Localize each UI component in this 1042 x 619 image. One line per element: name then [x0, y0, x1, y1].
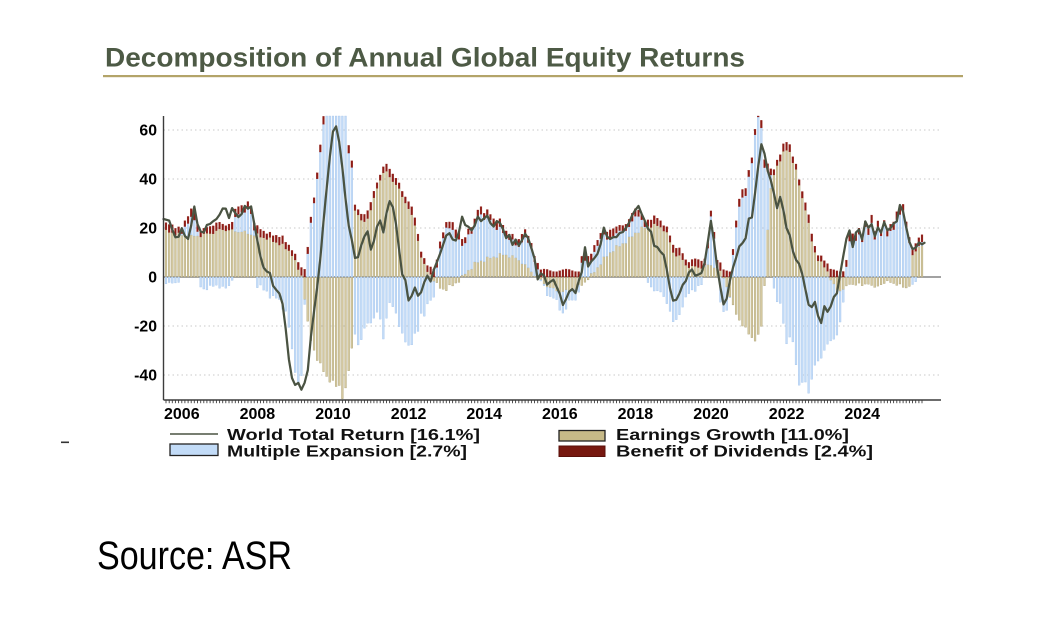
svg-text:2024: 2024	[844, 406, 880, 423]
svg-text:40: 40	[139, 172, 157, 189]
svg-text:2006: 2006	[164, 406, 200, 423]
svg-text:2010: 2010	[315, 406, 351, 423]
svg-text:Source: ASR: Source: ASR	[97, 534, 292, 578]
svg-text:World Total Return [16.1%]: World Total Return [16.1%]	[227, 427, 480, 444]
svg-text:Benefit of Dividends [2.4%]: Benefit of Dividends [2.4%]	[616, 444, 873, 461]
svg-text:2022: 2022	[769, 406, 805, 423]
svg-text:2020: 2020	[693, 406, 729, 423]
svg-text:2018: 2018	[618, 406, 654, 423]
svg-text:2016: 2016	[542, 406, 578, 423]
svg-text:-40: -40	[134, 368, 157, 385]
svg-text:-20: -20	[134, 319, 157, 336]
svg-text:60: 60	[139, 123, 157, 140]
svg-text:0: 0	[148, 270, 157, 287]
svg-text:2008: 2008	[240, 406, 276, 423]
svg-text:2012: 2012	[391, 406, 427, 423]
svg-text:Earnings Growth [11.0%]: Earnings Growth [11.0%]	[616, 427, 849, 444]
svg-text:20: 20	[139, 221, 157, 238]
svg-text:2014: 2014	[466, 406, 502, 423]
svg-text:Decomposition of Annual Global: Decomposition of Annual Global Equity Re…	[105, 43, 745, 73]
svg-text:Multiple Expansion [2.7%]: Multiple Expansion [2.7%]	[227, 444, 467, 461]
